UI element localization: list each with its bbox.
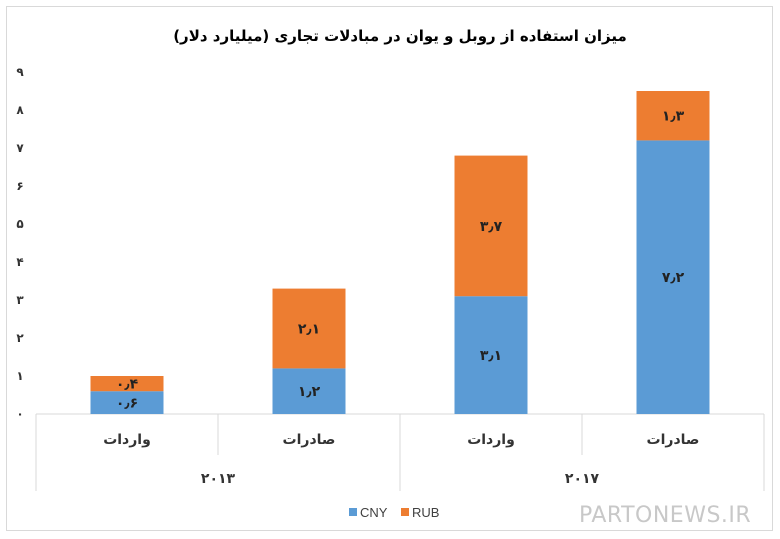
x-category-label: صادرات <box>283 432 336 448</box>
data-label-cny: ۱٫۲ <box>298 384 321 400</box>
x-group-label: ۲۰۱۷ <box>565 471 600 487</box>
data-label-cny: ۳٫۱ <box>480 348 502 364</box>
data-label-rub: ۲٫۱ <box>298 322 320 338</box>
y-tick-label: ۹ <box>16 65 24 79</box>
data-label-rub: ۰٫۴ <box>116 377 139 393</box>
labels-layer: ۰٫۶ ۰٫۴ ۱٫۲ ۲٫۱ ۳٫۱ ۳٫۷ ۷٫۲ ۱٫۳ <box>116 109 685 412</box>
bar-cny <box>90 391 164 414</box>
x-category-label: صادرات <box>647 432 700 448</box>
legend-swatch-rub <box>401 508 409 516</box>
data-label-cny: ۰٫۶ <box>116 396 138 412</box>
bar-rub <box>454 155 528 297</box>
bar-cny <box>272 368 346 414</box>
x-category-label: واردات <box>103 432 151 448</box>
data-label-rub: ۱٫۳ <box>662 109 685 125</box>
y-tick-label: ۸ <box>16 103 24 117</box>
legend-swatch-cny <box>349 508 357 516</box>
bar-rub <box>90 376 164 392</box>
bar-cny <box>454 296 528 414</box>
y-tick-label: ۷ <box>16 141 24 155</box>
y-tick-label: ۰ <box>16 407 23 421</box>
chart-title: میزان استفاده از روبل و یوان در مبادلات … <box>173 27 627 45</box>
axis-layer: ۰ ۱ ۲ ۳ ۴ ۵ ۶ ۷ ۸ ۹ واردات صادرات واردات صادرات ۲۰۱۳ ۲۰… <box>16 65 765 491</box>
data-label-cny: ۷٫۲ <box>662 270 685 286</box>
x-category-label: واردات <box>467 432 515 448</box>
bar-cny <box>636 140 710 414</box>
legend-label-rub: RUB <box>412 505 439 520</box>
watermark: PARTONEWS.IR <box>579 503 752 528</box>
bar-rub <box>636 91 710 141</box>
y-tick-label: ۴ <box>16 255 23 269</box>
legend-label-cny: CNY <box>360 505 388 520</box>
bar-rub <box>272 288 346 369</box>
bars-layer <box>90 91 710 414</box>
y-tick-label: ۶ <box>16 179 23 193</box>
y-tick-label: ۵ <box>16 217 23 231</box>
y-tick-label: ۳ <box>16 293 24 307</box>
data-label-rub: ۳٫۷ <box>480 219 503 235</box>
legend: CNY RUB <box>349 505 439 520</box>
y-tick-label: ۱ <box>16 369 23 383</box>
x-group-label: ۲۰۱۳ <box>201 471 236 487</box>
y-tick-label: ۲ <box>16 331 24 345</box>
